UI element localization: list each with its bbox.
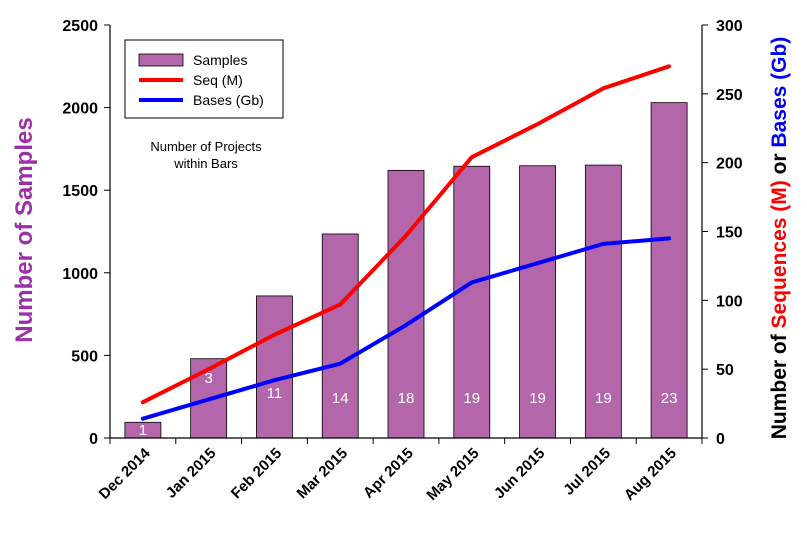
legend-swatch-0 — [138, 53, 184, 67]
x-tick-label-6: Jun 2015 — [491, 445, 548, 502]
bar-label-1: 3 — [204, 370, 212, 387]
bar-3 — [321, 233, 359, 439]
bar-4 — [387, 169, 425, 439]
right-axis-label-part-2: or — [768, 148, 791, 181]
right-axis-label: Number of Sequences (M) or Bases (Gb) — [768, 37, 791, 440]
right-tick-label-3: 150 — [716, 225, 743, 242]
annotation-line-2: within Bars — [173, 156, 238, 171]
left-tick-label-0: 0 — [89, 431, 98, 448]
left-tick-label-3: 1500 — [62, 183, 98, 200]
bar-label-7: 19 — [595, 390, 612, 407]
right-tick-label-2: 100 — [716, 293, 743, 310]
bar-label-6: 19 — [529, 390, 546, 407]
bar-label-5: 19 — [463, 390, 480, 407]
bar-7 — [584, 164, 622, 439]
bar-8 — [650, 102, 688, 439]
right-axis-label-part-1: Sequences (M) — [768, 180, 791, 328]
right-tick-label-6: 300 — [716, 18, 743, 35]
legend-label-1: Seq (M) — [193, 72, 243, 88]
bar-label-3: 14 — [332, 390, 349, 407]
line-series-0 — [140, 64, 672, 405]
left-tick-label-5: 2500 — [62, 18, 98, 35]
annotation: Number of Projects within Bars — [150, 139, 262, 171]
x-tick-label-8: Aug 2015 — [621, 445, 680, 504]
x-tick-label-5: May 2015 — [423, 445, 482, 504]
x-tick-label-4: Apr 2015 — [360, 445, 417, 502]
legend: Samples Seq (M) Bases (Gb) — [124, 39, 284, 119]
annotation-line-1: Number of Projects — [150, 139, 262, 154]
x-tick-label-3: Mar 2015 — [294, 445, 351, 502]
lines-layer — [140, 64, 672, 421]
bar-label-0: 1 — [139, 422, 147, 439]
x-tick-label-7: Jul 2015 — [560, 445, 614, 499]
x-tick-label-0: Dec 2014 — [96, 444, 154, 502]
legend-label-2: Bases (Gb) — [193, 92, 264, 108]
legend-label-0: Samples — [193, 52, 247, 68]
bar-label-2: 11 — [267, 385, 283, 402]
bar-label-8: 23 — [661, 390, 678, 407]
left-tick-label-4: 2000 — [62, 101, 98, 118]
line-series-1 — [140, 236, 672, 421]
bar-label-4: 18 — [398, 390, 415, 407]
left-axis-label: Number of Samples — [11, 117, 38, 342]
right-axis-label-part-0: Number of — [768, 328, 791, 439]
left-tick-label-2: 1000 — [62, 266, 98, 283]
x-tick-label-1: Jan 2015 — [163, 445, 220, 502]
right-tick-label-0: 0 — [716, 431, 725, 448]
left-tick-label-1: 500 — [71, 348, 98, 365]
right-tick-label-5: 250 — [716, 87, 743, 104]
right-axis-label-part-3: Bases (Gb) — [768, 37, 791, 148]
x-tick-label-2: Feb 2015 — [228, 445, 285, 502]
right-tick-label-1: 50 — [716, 362, 734, 379]
bars-layer: 1 3 11 14 18 19 19 19 23 — [124, 102, 688, 439]
right-tick-label-4: 200 — [716, 156, 743, 173]
bar-2 — [256, 295, 293, 439]
bar-6 — [519, 165, 556, 439]
